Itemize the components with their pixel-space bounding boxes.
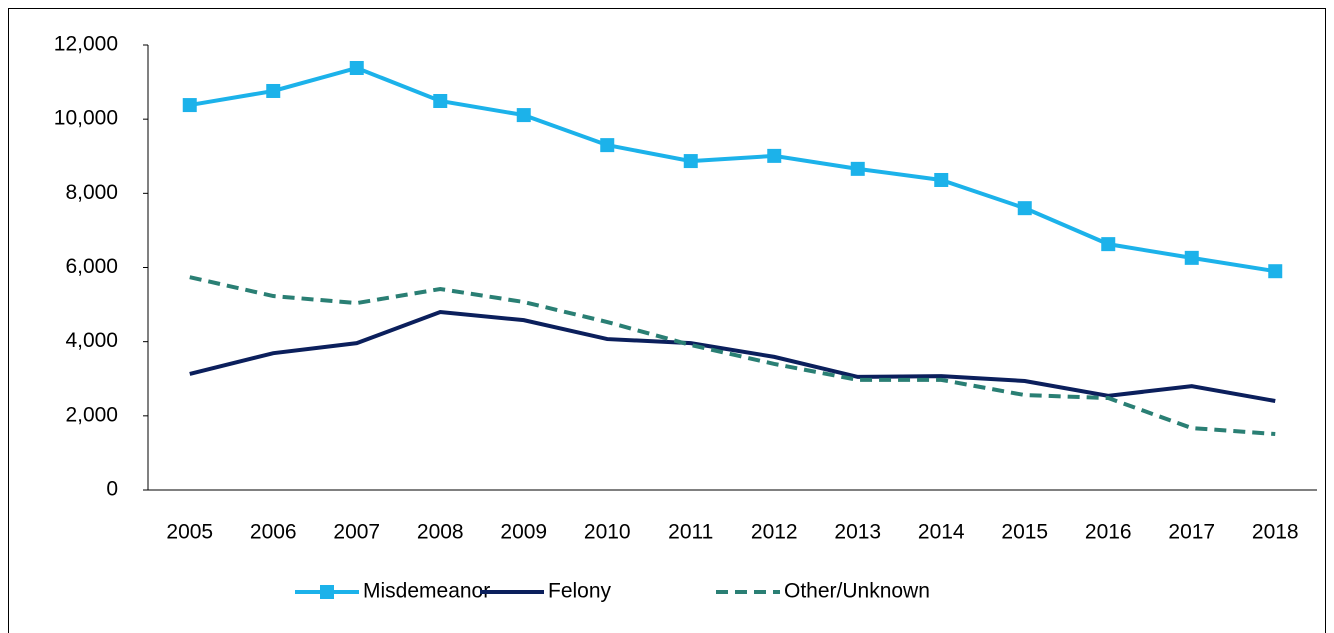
marker [1184,250,1199,265]
series-line [189,275,1276,436]
x-tick-label: 2006 [250,521,297,544]
marker [600,138,615,153]
marker [683,154,698,169]
x-tick-label: 2018 [1252,521,1299,544]
legend-label: Other/Unknown [784,580,930,603]
marker [516,108,531,123]
x-tick-label: 2011 [668,521,713,544]
x-tick-label: 2005 [166,521,213,544]
marker [1101,237,1116,252]
x-tick-label: 2017 [1168,521,1215,544]
marker [767,148,782,163]
legend-marker [320,585,334,599]
marker [1268,264,1283,279]
y-tick-label: 12,000 [54,33,118,56]
x-tick-label: 2015 [1001,521,1048,544]
x-tick-label: 2010 [584,521,631,544]
y-tick-label: 2,000 [65,403,118,426]
x-tick-label: 2012 [751,521,798,544]
series-line [189,65,1276,274]
y-tick-label: 10,000 [54,107,118,130]
y-tick-label: 0 [106,478,118,501]
x-tick-label: 2007 [333,521,380,544]
x-tick-label: 2014 [918,521,965,544]
marker [1017,201,1032,216]
marker [182,98,197,113]
legend-label: Felony [548,580,612,603]
legend-label: Misdemeanor [363,580,490,603]
y-tick-label: 8,000 [65,181,118,204]
marker [266,83,281,98]
marker [850,161,865,176]
chart-border [8,8,1326,633]
series-line [189,309,1276,403]
x-tick-label: 2013 [834,521,881,544]
marker [349,60,364,75]
marker [433,93,448,108]
x-tick-label: 2016 [1085,521,1132,544]
x-tick-label: 2009 [500,521,547,544]
y-tick-label: 4,000 [65,329,118,352]
x-tick-label: 2008 [417,521,464,544]
y-tick-label: 6,000 [65,255,118,278]
marker [934,172,949,187]
